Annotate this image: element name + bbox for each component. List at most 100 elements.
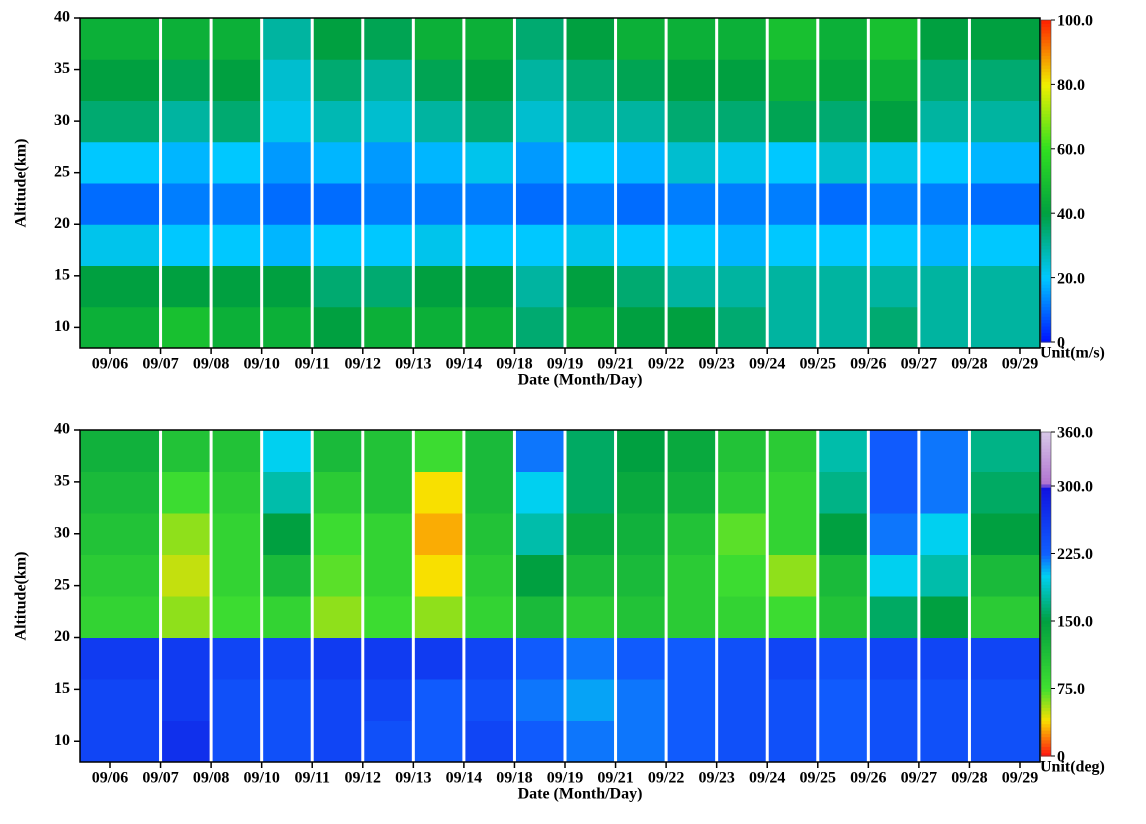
heat-cell [818, 596, 869, 638]
heat-cell [211, 101, 262, 143]
heat-cell [464, 513, 515, 555]
heat-cell [262, 596, 313, 638]
colorbar-tick-label: 75.0 [1057, 681, 1085, 698]
heat-cell [80, 555, 161, 597]
heat-cell [717, 142, 768, 184]
heat-cell [211, 59, 262, 101]
heat-cell [969, 183, 1040, 225]
heat-cell [262, 430, 313, 472]
heat-cell [80, 266, 161, 308]
heat-cell [616, 596, 667, 638]
x-tick-label: 09/08 [193, 770, 229, 787]
heat-cell [211, 679, 262, 721]
heat-cell [413, 679, 464, 721]
heat-cell [312, 596, 363, 638]
heat-cell [211, 555, 262, 597]
heat-cell [413, 430, 464, 472]
heat-cell [565, 472, 616, 514]
heat-cell [969, 430, 1040, 472]
x-tick-label: 09/26 [850, 356, 886, 373]
heat-cell [818, 638, 869, 680]
y-tick-label: 10 [54, 318, 70, 335]
x-tick-label: 09/07 [142, 356, 178, 373]
heat-cell [413, 224, 464, 266]
heat-cell [717, 721, 768, 763]
heat-cell [969, 513, 1040, 555]
heat-cell [565, 307, 616, 349]
x-tick-label: 09/12 [345, 356, 381, 373]
colorbar-step [1041, 20, 1051, 24]
heat-cell [919, 266, 970, 308]
heat-cell [919, 18, 970, 60]
heat-cell [413, 721, 464, 763]
heat-cell [565, 721, 616, 763]
heat-cell [211, 721, 262, 763]
heat-cell [514, 472, 565, 514]
heat-cell [262, 638, 313, 680]
heat-cell [818, 430, 869, 472]
heat-cell [767, 430, 818, 472]
heat-cell [969, 679, 1040, 721]
heat-cell [818, 679, 869, 721]
heat-cell [80, 183, 161, 225]
heat-cell [80, 638, 161, 680]
heat-cell [717, 59, 768, 101]
heat-cell [262, 142, 313, 184]
heat-cell [616, 101, 667, 143]
heat-cell [161, 101, 212, 143]
heat-cell [312, 224, 363, 266]
heat-cell [80, 472, 161, 514]
heat-cell [616, 18, 667, 60]
heat-cell [767, 638, 818, 680]
heat-cell [919, 513, 970, 555]
x-tick-label: 09/22 [648, 770, 684, 787]
x-tick-label: 09/13 [395, 770, 431, 787]
x-tick-label: 09/29 [1002, 356, 1038, 373]
unit-label: Unit(m/s) [1040, 345, 1105, 362]
heat-cell [969, 472, 1040, 514]
heat-cell [565, 513, 616, 555]
heat-cell [312, 679, 363, 721]
y-tick-label: 10 [54, 732, 70, 749]
heat-cell [565, 18, 616, 60]
heat-cell [666, 472, 717, 514]
heat-cell [211, 307, 262, 349]
heat-cell [514, 224, 565, 266]
heat-cell [565, 142, 616, 184]
heat-cell [616, 266, 667, 308]
x-tick-label: 09/21 [597, 770, 633, 787]
heat-cell [262, 679, 313, 721]
heat-cell [767, 18, 818, 60]
heat-cell [717, 224, 768, 266]
heat-cell [312, 101, 363, 143]
heat-cell [666, 638, 717, 680]
x-tick-label: 09/06 [92, 356, 128, 373]
heat-cell [312, 18, 363, 60]
heat-cell [717, 183, 768, 225]
heat-cell [919, 430, 970, 472]
heat-cell [818, 18, 869, 60]
heat-cell [514, 721, 565, 763]
heat-cell [565, 679, 616, 721]
heat-cell [312, 142, 363, 184]
x-tick-label: 09/23 [698, 356, 734, 373]
heat-cell [666, 59, 717, 101]
heat-cell [413, 183, 464, 225]
heat-cell [363, 101, 414, 143]
heat-cell [616, 224, 667, 266]
heat-cell [161, 18, 212, 60]
heat-cell [565, 266, 616, 308]
heat-cell [717, 472, 768, 514]
heat-cell [161, 266, 212, 308]
heat-cell [919, 596, 970, 638]
heat-cell [464, 307, 515, 349]
heat-cell [868, 18, 919, 60]
heat-cell [514, 307, 565, 349]
heat-cell [616, 555, 667, 597]
y-axis-title: Altitude(km) [13, 552, 30, 641]
heat-cell [666, 307, 717, 349]
heat-cell [969, 721, 1040, 763]
heat-cell [363, 307, 414, 349]
heat-cell [363, 59, 414, 101]
heat-cell [868, 307, 919, 349]
